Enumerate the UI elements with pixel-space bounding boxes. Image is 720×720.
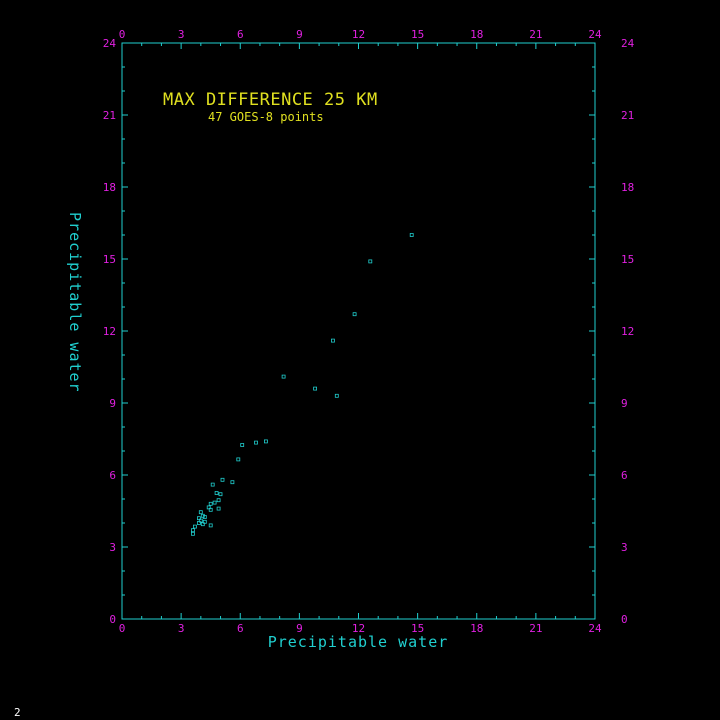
data-point	[334, 393, 339, 398]
y-tick-label-left: 3	[109, 541, 116, 554]
data-point	[254, 440, 258, 445]
y-tick-label-left: 0	[109, 613, 116, 626]
data-points	[190, 233, 414, 536]
data-point	[190, 528, 195, 533]
data-point	[368, 259, 373, 264]
y-tick-label-right: 9	[621, 397, 628, 410]
y-tick-label-right: 15	[621, 253, 634, 266]
page-number: 2	[14, 706, 21, 719]
data-point	[216, 506, 221, 511]
y-tick-label-right: 12	[621, 325, 634, 338]
data-point	[206, 505, 211, 510]
data-point	[263, 439, 268, 444]
data-point	[198, 518, 203, 523]
data-point	[212, 500, 217, 505]
data-point	[330, 338, 335, 343]
x-tick-label-bottom: 18	[470, 622, 483, 635]
x-tick-label-bottom: 0	[119, 622, 126, 635]
data-point	[409, 233, 414, 237]
data-point	[220, 477, 225, 482]
data-point	[200, 522, 205, 527]
chart-title: MAX DIFFERENCE 25 KM	[163, 90, 378, 110]
data-point	[202, 519, 207, 524]
data-point	[208, 523, 213, 528]
y-tick-label-right: 0	[621, 613, 628, 626]
x-tick-label-bottom: 21	[529, 622, 542, 635]
x-tick-label-bottom: 12	[352, 622, 365, 635]
y-tick-label-left: 21	[103, 109, 116, 122]
y-tick-label-left: 6	[109, 469, 116, 482]
data-point	[196, 516, 201, 521]
data-point	[202, 515, 207, 519]
x-axis-label: Precipitable water	[268, 633, 449, 651]
y-tick-label-left: 18	[103, 181, 116, 194]
data-point	[281, 374, 286, 379]
y-tick-label-left: 15	[103, 253, 116, 266]
data-point	[208, 501, 213, 506]
data-point	[218, 492, 223, 497]
data-point	[352, 312, 357, 317]
data-point	[230, 480, 235, 485]
data-point	[198, 510, 203, 515]
x-tick-label-bottom: 15	[411, 622, 424, 635]
y-tick-label-left: 12	[103, 325, 116, 338]
x-tick-label-bottom: 6	[237, 622, 244, 635]
data-point	[196, 521, 201, 525]
x-tick-label-top: 24	[588, 28, 602, 41]
chart-subtitle: 47 GOES-8 points	[208, 110, 324, 124]
x-tick-label-top: 6	[237, 28, 244, 41]
data-point	[216, 498, 221, 503]
x-tick-label-top: 21	[529, 28, 542, 41]
x-tick-label-top: 3	[178, 28, 185, 41]
x-tick-label-top: 12	[352, 28, 365, 41]
y-tick-label-right: 3	[621, 541, 628, 554]
x-tick-label-bottom: 3	[178, 622, 185, 635]
data-point	[210, 482, 215, 487]
y-tick-label-right: 21	[621, 109, 634, 122]
data-point	[240, 443, 245, 447]
y-tick-label-right: 24	[621, 37, 635, 50]
y-tick-label-left: 24	[103, 37, 117, 50]
data-point	[214, 491, 219, 495]
x-tick-label-top: 15	[411, 28, 424, 41]
y-tick-label-right: 6	[621, 469, 628, 482]
data-point	[313, 386, 318, 391]
y-tick-label-right: 18	[621, 181, 634, 194]
y-tick-label-left: 9	[109, 397, 116, 410]
x-tick-label-bottom: 24	[588, 622, 602, 635]
x-tick-label-top: 0	[119, 28, 126, 41]
data-point	[190, 531, 195, 536]
y-axis-label: Precipitable water	[66, 212, 84, 393]
x-tick-label-top: 18	[470, 28, 483, 41]
x-tick-label-bottom: 9	[296, 622, 303, 635]
data-point	[208, 507, 213, 512]
data-point	[236, 457, 241, 462]
axis-ticks	[121, 42, 596, 620]
x-tick-label-top: 9	[296, 28, 303, 41]
data-point	[192, 524, 197, 529]
